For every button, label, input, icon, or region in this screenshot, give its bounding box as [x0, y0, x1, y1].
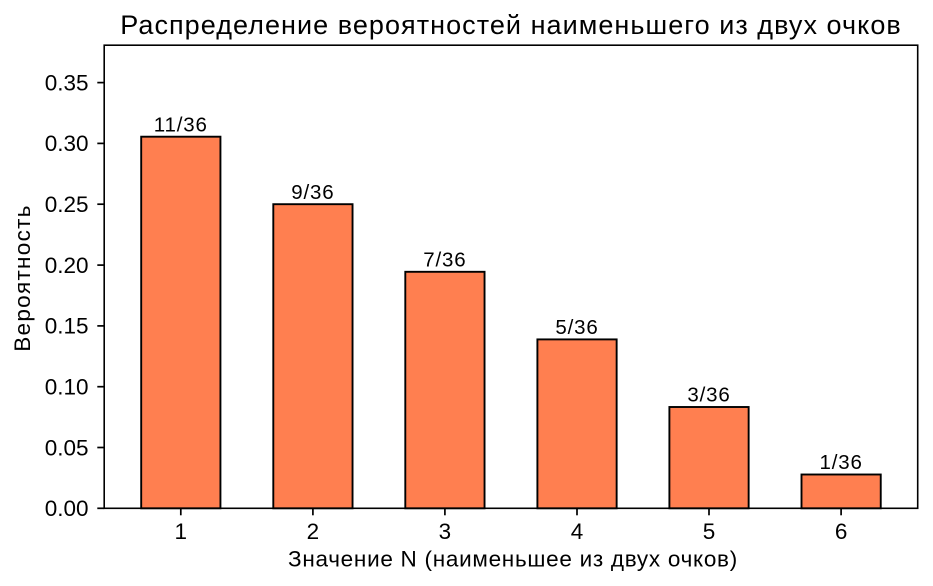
- svg-text:0.25: 0.25: [45, 192, 89, 217]
- svg-text:0.00: 0.00: [45, 496, 89, 521]
- svg-text:4: 4: [571, 519, 584, 544]
- svg-text:0.35: 0.35: [45, 70, 89, 95]
- svg-text:6: 6: [835, 519, 848, 544]
- svg-text:1: 1: [175, 519, 188, 544]
- svg-text:7/36: 7/36: [423, 248, 466, 271]
- svg-text:5: 5: [703, 519, 716, 544]
- svg-text:11/36: 11/36: [154, 113, 208, 136]
- svg-text:2: 2: [307, 519, 320, 544]
- svg-text:Значение N (наименьшее из двух: Значение N (наименьшее из двух очков): [288, 547, 738, 572]
- svg-text:3/36: 3/36: [687, 384, 730, 407]
- svg-text:1/36: 1/36: [819, 451, 862, 474]
- svg-text:0.20: 0.20: [45, 253, 89, 278]
- svg-text:0.05: 0.05: [45, 435, 89, 460]
- svg-text:0.10: 0.10: [45, 375, 89, 400]
- svg-text:9/36: 9/36: [291, 181, 334, 204]
- svg-text:0.30: 0.30: [45, 131, 89, 156]
- svg-text:0.15: 0.15: [45, 314, 89, 339]
- svg-text:Вероятность: Вероятность: [10, 204, 35, 352]
- svg-text:3: 3: [439, 519, 452, 544]
- svg-text:Распределение вероятностей наи: Распределение вероятностей наименьшего и…: [120, 10, 902, 40]
- svg-text:5/36: 5/36: [555, 316, 598, 339]
